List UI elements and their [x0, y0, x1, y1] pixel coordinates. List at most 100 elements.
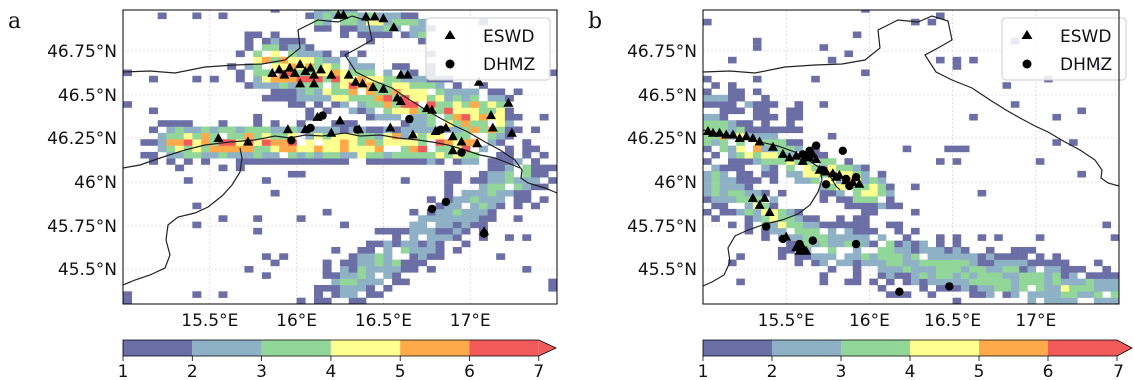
heatmap-cell: [827, 266, 837, 273]
colorbar-b-tick-0: 1: [698, 362, 709, 380]
heatmap-cell: [703, 75, 712, 83]
heatmap-cell: [270, 88, 280, 96]
heatmap-cell: [157, 132, 167, 140]
heatmap-cell: [270, 158, 280, 165]
heatmap-cell: [736, 126, 745, 134]
heatmap-cell: [513, 177, 523, 184]
heatmap-cell: [426, 196, 436, 203]
heatmap-cell: [452, 132, 462, 140]
heatmap-cell: [487, 88, 497, 96]
heatmap-cell: [1060, 297, 1070, 304]
heatmap-cell: [1052, 272, 1061, 279]
heatmap-cell: [348, 56, 358, 64]
heatmap-cell: [452, 208, 462, 216]
heatmap-cell: [761, 151, 770, 159]
heatmap-cell: [752, 158, 762, 165]
heatmap-cell: [218, 164, 228, 172]
heatmap-cell: [400, 82, 410, 89]
heatmap-cell: [348, 25, 358, 32]
heatmap-cell: [1010, 272, 1020, 279]
heatmap-cell: [944, 278, 953, 286]
heatmap-cell: [261, 69, 271, 77]
heatmap-cell: [409, 101, 419, 108]
heatmap-cell: [409, 69, 419, 77]
heatmap-cell: [444, 120, 454, 127]
heatmap-cell: [802, 164, 812, 172]
heatmap-cell: [253, 227, 263, 235]
heatmap-cell: [769, 196, 779, 203]
heatmap-cell: [960, 266, 970, 273]
heatmap-cell: [444, 202, 454, 210]
heatmap-cell: [357, 266, 367, 273]
heatmap-cell: [244, 44, 254, 51]
heatmap-cell: [1052, 297, 1061, 304]
heatmap-cell: [761, 208, 770, 216]
heatmap-cell: [752, 101, 762, 108]
heatmap-cell: [496, 151, 506, 159]
heatmap-cell: [496, 158, 506, 165]
heatmap-cell: [461, 132, 471, 140]
colorbar-b: 1 2 3 4 5 6 7: [698, 339, 1133, 380]
heatmap-cell: [711, 82, 720, 89]
heatmap-cell: [409, 75, 419, 83]
heatmap-cell: [487, 189, 497, 197]
heatmap-cell: [736, 145, 745, 153]
heatmap-cell: [366, 259, 375, 267]
heatmap-cell: [340, 285, 349, 292]
heatmap-cell: [426, 266, 436, 273]
heatmap-cell: [827, 221, 837, 229]
heatmap-cell: [340, 132, 349, 140]
heatmap-cell: [392, 278, 402, 286]
heatmap-cell: [1002, 259, 1012, 267]
heatmap-cell: [340, 75, 349, 83]
heatmap-cell: [886, 189, 895, 197]
heatmap-cell: [985, 259, 995, 267]
eswd-report-marker: [747, 192, 758, 202]
heatmap-cell: [819, 240, 829, 248]
heatmap-cell: [711, 202, 720, 210]
heatmap-cell: [852, 164, 862, 172]
heatmap-cell: [383, 94, 393, 102]
heatmap-cell: [927, 291, 937, 298]
heatmap-cell: [877, 253, 887, 260]
heatmap-cell: [279, 82, 289, 89]
heatmap-cell: [426, 215, 436, 222]
heatmap-cell: [1044, 285, 1053, 292]
heatmap-cell: [383, 107, 393, 115]
heatmap-cell: [927, 247, 937, 254]
heatmap-cell: [761, 145, 770, 153]
heatmap-cell: [253, 56, 263, 64]
heatmap-cell: [270, 139, 280, 146]
heatmap-cell: [418, 75, 428, 83]
heatmap-cell: [769, 126, 779, 134]
heatmap-cell: [409, 234, 419, 241]
heatmap-cell: [703, 145, 712, 153]
heatmap-cell: [253, 50, 263, 58]
heatmap-cell: [461, 215, 471, 222]
heatmap-cell: [279, 145, 289, 153]
heatmap-cell: [287, 151, 297, 159]
heatmap-cell: [861, 221, 870, 229]
lat-tick-b-3: 46°N: [654, 173, 697, 193]
heatmap-cell: [166, 151, 176, 159]
heatmap-cell: [827, 253, 837, 260]
legend-label-dhmz-a: DHMZ: [483, 55, 535, 75]
dhmz-report-marker: [841, 174, 851, 184]
heatmap-cell: [270, 56, 280, 64]
eswd-report-marker: [309, 78, 319, 88]
heatmap-cell: [744, 101, 754, 108]
heatmap-cell: [960, 272, 970, 279]
heatmap-cell: [201, 158, 211, 165]
heatmap-cell: [400, 151, 410, 159]
lat-ticks-a: 46.75°N 46.5°N 46.25°N 46°N 45.75°N 45.5…: [47, 42, 117, 280]
heatmap-cell: [736, 120, 745, 127]
heatmap-cell: [769, 208, 779, 216]
eswd-report-marker: [335, 115, 345, 125]
heatmap-cell: [769, 151, 779, 159]
heatmap-cell: [844, 221, 853, 229]
heatmap-cell: [1060, 272, 1070, 279]
heatmap-cell: [322, 12, 332, 20]
eswd-report-marker: [747, 133, 758, 142]
heatmap-cell: [340, 126, 349, 134]
heatmap-cell: [1110, 291, 1119, 298]
